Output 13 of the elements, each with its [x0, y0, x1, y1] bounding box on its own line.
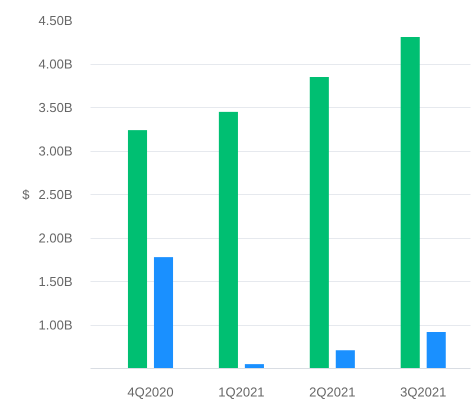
x-tick-label: 1Q2021: [218, 384, 265, 400]
y-tick-label: 2.00B: [38, 230, 73, 246]
y-tick-label: 1.00B: [38, 318, 73, 332]
y-tick-label: 4.50B: [38, 13, 73, 28]
y-axis-title: $: [22, 187, 30, 202]
y-tick-label: 4.00B: [38, 56, 73, 72]
x-tick-label: 3Q2021: [400, 384, 446, 400]
y-tick-label: 3.50B: [38, 100, 73, 115]
y-tick-label: 2.50B: [38, 187, 73, 202]
x-tick-label: 2Q2021: [309, 384, 356, 400]
y-tick-label: 1.50B: [38, 274, 73, 289]
y-tick-label: 3.00B: [38, 144, 73, 158]
x-tick-label: 4Q2020: [127, 384, 174, 400]
